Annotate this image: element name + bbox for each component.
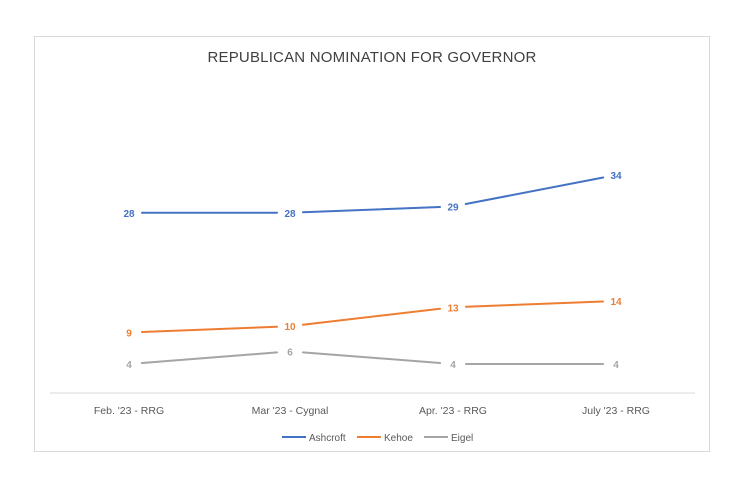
ashcroft-data-label: 34 (610, 171, 622, 182)
ashcroft-legend-label: Ashcroft (309, 433, 346, 444)
kehoe-segment (140, 325, 279, 333)
data-label-layer: 28 28 29 34 9 10 13 14 4 6 4 4 (123, 171, 622, 371)
eigel-data-label: 4 (613, 360, 619, 371)
x-tick-layer: Feb. '23 - RRG Mar '23 - Cygnal Apr. '23 -… (94, 405, 650, 417)
eigel-data-label: 4 (126, 360, 132, 371)
x-tick-label: Feb. '23 - RRG (94, 405, 164, 417)
eigel-segment (140, 351, 279, 364)
series-layer (140, 176, 605, 365)
ashcroft-data-label: 28 (123, 209, 135, 220)
x-tick-label: Apr. '23 - RRG (419, 405, 487, 417)
ashcroft-segment (464, 176, 605, 206)
kehoe-data-label: 9 (126, 329, 132, 340)
legend: Ashcroft Kehoe Eigel (282, 433, 473, 444)
kehoe-data-label: 10 (284, 322, 296, 333)
x-tick-label: Mar '23 - Cygnal (252, 405, 329, 417)
eigel-legend-label: Eigel (451, 433, 473, 444)
eigel-data-label: 6 (287, 347, 293, 358)
kehoe-segment (464, 300, 605, 308)
kehoe-segment (301, 307, 442, 326)
chart-title: REPUBLICAN NOMINATION FOR GOVERNOR (207, 49, 536, 66)
ashcroft-segment (301, 206, 442, 214)
ashcroft-data-label: 29 (447, 203, 459, 214)
x-tick-label: July '23 - RRG (582, 405, 650, 417)
eigel-segment (301, 351, 442, 364)
kehoe-data-label: 13 (447, 303, 459, 314)
chart-frame (34, 36, 710, 452)
kehoe-legend-label: Kehoe (384, 433, 413, 444)
kehoe-data-label: 14 (610, 297, 622, 308)
eigel-data-label: 4 (450, 360, 456, 371)
ashcroft-data-label: 28 (284, 209, 296, 220)
